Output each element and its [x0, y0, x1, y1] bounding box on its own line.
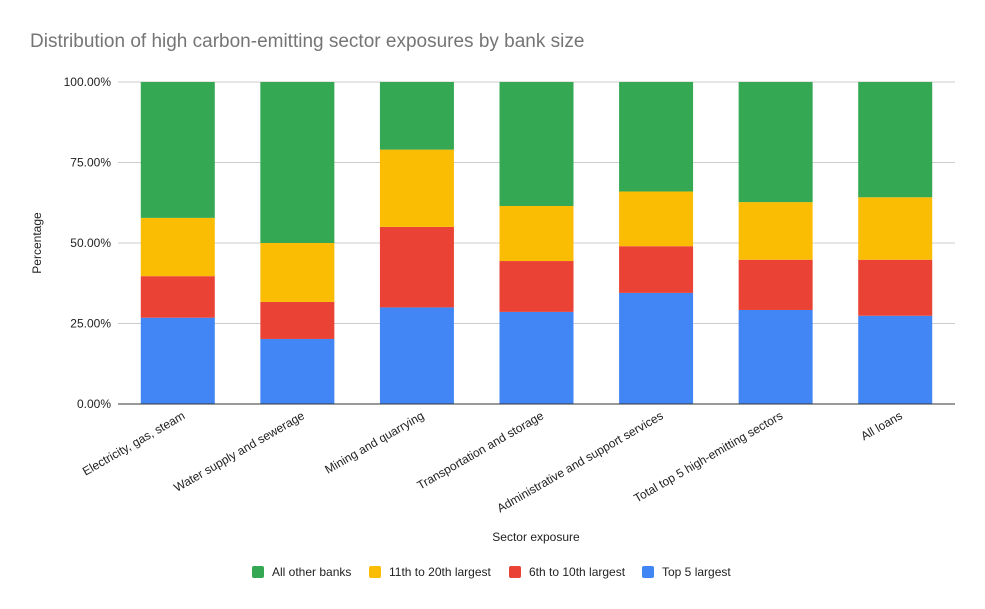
y-axis-title: Percentage: [30, 212, 44, 274]
bar-segment[interactable]: [260, 82, 335, 243]
bar-segment[interactable]: [379, 226, 454, 308]
y-tick-label: 100.00%: [64, 75, 112, 89]
legend-label: All other banks: [272, 565, 351, 579]
legend-label: 6th to 10th largest: [529, 565, 626, 579]
bar-segment[interactable]: [738, 202, 813, 260]
bar-segment[interactable]: [499, 205, 574, 262]
bar-segment[interactable]: [738, 309, 813, 404]
bar-segment[interactable]: [858, 82, 933, 198]
y-tick-label: 75.00%: [70, 156, 111, 170]
bar-segment[interactable]: [619, 246, 694, 293]
legend-swatch: [369, 566, 381, 578]
y-tick-label: 25.00%: [70, 317, 111, 331]
bar-segment[interactable]: [379, 307, 454, 404]
bar-segment[interactable]: [140, 217, 215, 277]
x-tick-label: All loans: [858, 408, 904, 443]
legend-swatch: [642, 566, 654, 578]
bar-segment[interactable]: [499, 311, 574, 404]
y-tick-label: 0.00%: [77, 397, 111, 411]
x-axis-title: Sector exposure: [492, 530, 580, 544]
bar-segment[interactable]: [858, 315, 933, 404]
bar-segment[interactable]: [260, 338, 335, 404]
bar-segment[interactable]: [499, 82, 574, 206]
x-tick-label: Transportation and storage: [415, 408, 547, 492]
legend-swatch: [509, 566, 521, 578]
bar-segment[interactable]: [260, 243, 335, 302]
x-tick-label: Electricity, gas, steam: [80, 408, 187, 478]
bar-segment[interactable]: [140, 82, 215, 218]
bar-segment[interactable]: [619, 292, 694, 404]
bar-segment[interactable]: [619, 82, 694, 192]
x-tick-label: Mining and quarrying: [322, 408, 426, 476]
bar-segment[interactable]: [260, 301, 335, 339]
bar-segment[interactable]: [738, 259, 813, 310]
bar-segment[interactable]: [858, 197, 933, 260]
legend-label: 11th to 20th largest: [389, 565, 492, 579]
chart-title: Distribution of high carbon-emitting sec…: [30, 31, 585, 52]
bar-segment[interactable]: [140, 317, 215, 404]
bar-segment[interactable]: [140, 276, 215, 318]
bar-segment[interactable]: [858, 259, 933, 316]
bar-segment[interactable]: [379, 82, 454, 150]
bar-segment[interactable]: [619, 191, 694, 247]
legend-label: Top 5 largest: [662, 565, 731, 579]
x-tick-label: Water supply and sewerage: [171, 408, 307, 494]
bar-segment[interactable]: [738, 82, 813, 203]
bar-segment[interactable]: [499, 261, 574, 312]
bar-segment[interactable]: [379, 149, 454, 227]
legend-swatch: [252, 566, 264, 578]
y-tick-label: 50.00%: [70, 236, 111, 250]
